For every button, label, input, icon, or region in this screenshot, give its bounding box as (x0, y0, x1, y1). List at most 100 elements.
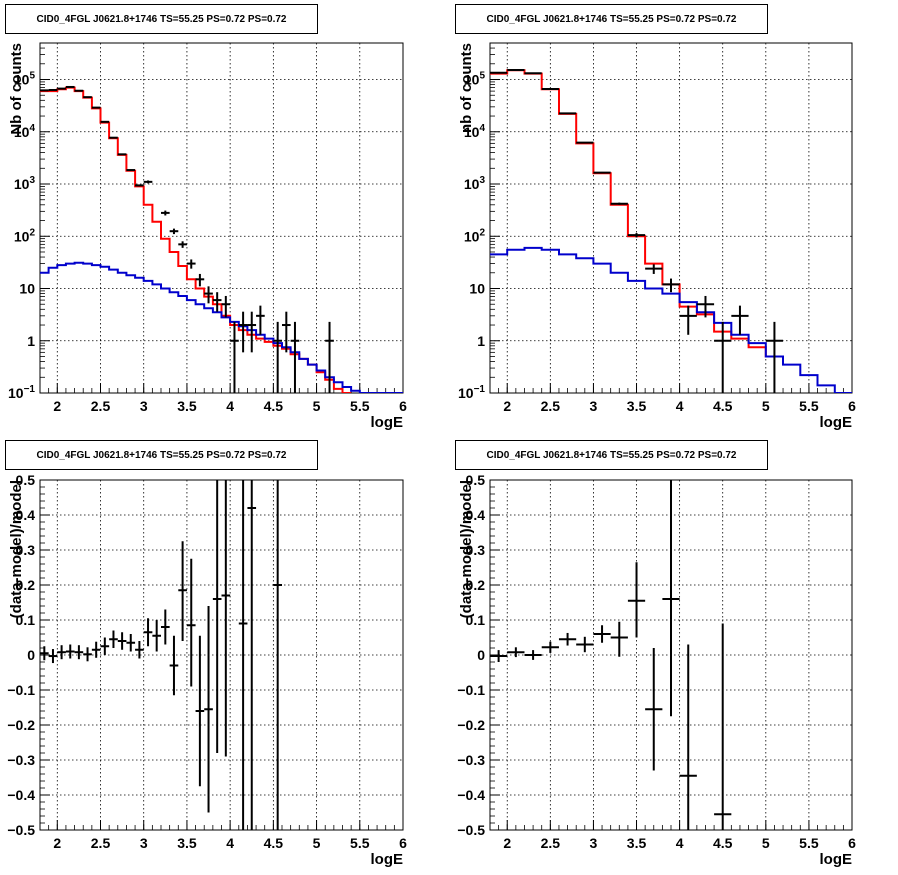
data-point (256, 305, 265, 335)
data-point (593, 625, 611, 643)
y-tick-label: 0.2 (466, 577, 486, 593)
data-point (507, 647, 525, 658)
data-point (558, 112, 577, 115)
data-point (221, 295, 231, 318)
data-point (541, 641, 559, 653)
data-point (178, 241, 187, 248)
data-point (273, 321, 282, 393)
x-tick-label: 5.5 (799, 398, 819, 414)
data-point (731, 305, 749, 335)
y-axis-title: (data-model)/model (8, 480, 25, 618)
x-tick-label: 2.5 (91, 835, 111, 851)
data-point (204, 606, 213, 813)
pad2-data (490, 69, 852, 393)
data-point (186, 259, 196, 269)
y-tick-label: 0.4 (466, 507, 486, 523)
data-point (48, 649, 58, 664)
x-tick-label: 6 (399, 835, 407, 851)
data-point (238, 311, 248, 353)
data-point (765, 321, 784, 393)
data-point (57, 645, 66, 660)
x-tick-label: 4.5 (264, 835, 284, 851)
x-axis-title: logE (820, 851, 853, 868)
x-tick-label: 5.5 (350, 398, 370, 414)
data-point (91, 641, 101, 658)
data-point (576, 141, 594, 144)
y-axis-title: Nb of counts (8, 43, 25, 135)
y-tick-label: 0.2 (16, 577, 36, 593)
x-tick-label: 4 (226, 398, 234, 414)
x-tick-label: 4 (676, 835, 684, 851)
data-point (143, 618, 153, 647)
data-point (593, 171, 611, 174)
x-axis-title: logE (820, 414, 853, 431)
data-point (74, 645, 84, 660)
pad3-data (40, 480, 282, 830)
data-point (126, 634, 136, 652)
x-tick-label: 2.5 (541, 398, 561, 414)
data-point (195, 635, 205, 787)
y-tick-label: 0.4 (16, 507, 36, 523)
y-tick-label: 105 (14, 71, 36, 88)
data-point (662, 278, 680, 293)
data-point (169, 635, 179, 696)
x-tick-label: 4 (226, 835, 234, 851)
data-point (212, 292, 222, 312)
x-tick-label: 6 (399, 398, 407, 414)
x-tick-label: 2 (503, 835, 511, 851)
data-point (558, 632, 577, 646)
y-tick-label: −0.1 (7, 682, 35, 698)
y-tick-label: 0.3 (466, 542, 486, 558)
y-tick-label: 1 (27, 333, 35, 349)
data-point (212, 480, 222, 753)
x-tick-label: 3 (590, 835, 598, 851)
data-point (696, 295, 715, 318)
data-point (100, 120, 110, 123)
x-tick-label: 3 (590, 398, 598, 414)
data-point (109, 136, 118, 139)
x-tick-label: 3.5 (627, 398, 647, 414)
y-tick-label: −0.5 (457, 822, 485, 838)
y-tick-label: 0.3 (16, 542, 36, 558)
x-tick-label: 2.5 (91, 398, 111, 414)
total-model-histogram (40, 86, 352, 393)
y-tick-label: −0.2 (7, 717, 35, 733)
pad4-title: CID0_4FGL J0621.8+1746 TS=55.25 PS=0.72 … (455, 440, 768, 470)
x-tick-label: 3.5 (177, 835, 197, 851)
x-tick-label: 2 (503, 398, 511, 414)
data-point (126, 169, 136, 172)
data-point (576, 636, 594, 653)
x-tick-label: 5 (313, 835, 321, 851)
y-tick-label: 1 (477, 333, 485, 349)
x-tick-label: 6 (848, 398, 856, 414)
y-tick-label: 0.1 (466, 612, 486, 628)
pad4-plot: 2 2.5 3 3.5 4 4.5 5 5.5 6 −0.5 −0.4 −0.3 −0.2 −0.1 0 0.… (457, 472, 856, 868)
x-tick-label: 5 (313, 398, 321, 414)
data-point (169, 228, 179, 235)
y-tick-label: −0.4 (7, 787, 35, 803)
data-point (645, 648, 663, 771)
y-tick-label: 10 (19, 281, 35, 297)
data-point (610, 202, 628, 205)
y-tick-label: 104 (14, 123, 36, 140)
data-point (83, 647, 92, 662)
y-tick-label: 10−1 (8, 384, 35, 401)
x-tick-label: 5.5 (350, 835, 370, 851)
data-point (135, 184, 144, 187)
y-tick-label: 103 (464, 175, 486, 192)
data-point (152, 620, 161, 652)
y-axis-title: (data-model)/model (458, 480, 475, 618)
data-point (65, 644, 75, 659)
data-point (117, 153, 127, 156)
pad2-title: CID0_4FGL J0621.8+1746 TS=55.25 PS=0.72 … (455, 4, 768, 34)
y-tick-label: 0 (477, 647, 485, 663)
data-point (247, 311, 257, 353)
pad2-plot: 2 2.5 3 3.5 4 4.5 5 5.5 6 10−1 1 10 102 103 104 105 logE… (458, 42, 856, 431)
y-tick-label: 105 (464, 71, 486, 88)
data-point (161, 210, 170, 216)
data-point (325, 321, 334, 393)
data-point (178, 541, 187, 641)
y-tick-label: −0.2 (457, 717, 485, 733)
data-point (91, 106, 101, 109)
data-point (204, 286, 213, 304)
